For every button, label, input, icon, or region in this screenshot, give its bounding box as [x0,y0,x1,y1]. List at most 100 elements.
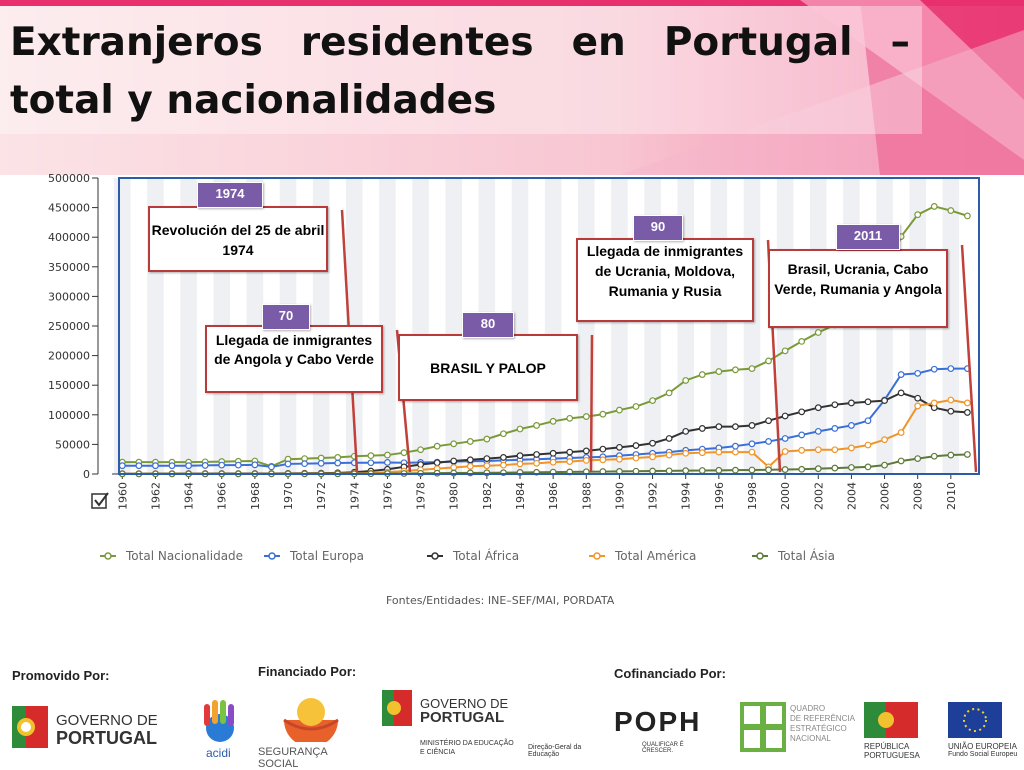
data-point [632,442,640,449]
data-point [599,445,607,453]
data-point [848,444,855,452]
data-point [930,452,938,460]
x-tick-label: 1968 [249,482,262,510]
data-point [649,397,656,404]
x-tick-label: 1976 [381,482,394,510]
legend-item[interactable]: Total Ásia [752,548,835,563]
data-point [748,466,756,474]
data-point [864,398,872,406]
data-point [682,467,690,475]
legend-marker [268,552,276,560]
data-point [897,429,905,436]
data-point [964,399,971,407]
x-tick-label: 2004 [845,482,858,510]
legend-item[interactable]: Total Europa [264,549,364,563]
data-point [715,368,723,375]
x-tick-label: 1990 [613,482,626,510]
data-point [765,466,772,474]
checkbox-icon[interactable] [91,492,109,509]
x-tick-label: 1978 [415,482,428,510]
data-point [831,464,839,472]
slide-title: Extranjeros residentes en Portugal – tot… [10,20,910,123]
marker-line-2011 [960,244,978,473]
qren-line1: QUADRO [790,704,826,713]
data-point [566,458,574,465]
data-point [218,461,226,469]
data-point [616,443,623,451]
data-point [665,451,673,459]
qren-line3: ESTRATÉGICO [790,724,847,733]
y-tick-label: 500000 [48,172,90,185]
x-tick-label: 1964 [183,482,196,510]
acidi-text: acidi [206,746,231,760]
data-point [400,449,408,457]
data-point [168,462,176,470]
data-point [781,466,789,473]
data-point [466,438,474,445]
annotation-70-tag: 70 [262,304,310,330]
y-axis-ticks: 0 50000 100000 150000 200000 250000 300000 3500… [48,172,99,481]
annotation-80: BRASIL Y PALOP [398,334,578,401]
x-tick-label: 2000 [779,482,792,510]
data-point [715,448,723,456]
data-point [748,448,756,456]
poph-sub: QUALIFICAR É CRESCER. [642,742,684,754]
data-point [848,422,855,429]
data-point [632,454,640,462]
legend-label: Total África [452,548,519,563]
hand-icon [204,700,234,742]
data-point [516,460,524,468]
qren-line2: DE REFERÊNCIA [790,714,855,723]
data-point [914,394,922,402]
data-point [549,458,557,466]
data-point [798,337,806,345]
marker-line-80 [589,334,594,473]
data-point [135,462,143,470]
data-point [781,448,789,455]
data-point [367,452,375,460]
legend-label: Total Europa [289,549,364,563]
annotation-90: Llegada de inmigrantes de Ucrania, Moldo… [576,238,754,322]
data-point [881,397,888,404]
data-point [914,402,922,410]
data-point [301,460,308,468]
data-point [715,466,723,474]
data-point [848,464,855,471]
data-point [914,211,922,219]
data-point [814,446,822,454]
x-tick-label: 1996 [713,482,726,510]
poph-text: POPH [614,706,702,737]
data-point [732,448,739,456]
legend-item[interactable]: Total Nacionalidade [100,549,243,563]
data-point [748,440,756,448]
data-point [715,423,723,431]
y-tick-label: 300000 [48,290,90,303]
data-point [864,417,872,425]
data-point [947,365,955,373]
data-point [334,454,342,461]
x-tick-label: 2008 [912,482,925,510]
data-point [599,456,607,464]
qren-icon [740,702,786,752]
gov-educacao-sub1: MINISTÉRIO DA EDUCAÇÃO [420,740,514,747]
data-point [234,461,242,469]
data-point [367,459,375,467]
data-point [268,463,275,471]
legend-item[interactable]: Total América [589,549,696,563]
grid-band [544,178,562,474]
promovido-label: Promovido Por: [12,668,110,683]
gov-educacao-line1: GOVERNO DE [420,696,509,711]
data-point [201,462,209,469]
x-tick-label: 1984 [514,482,527,510]
data-point [632,403,640,410]
data-point [765,357,772,365]
data-point [897,457,905,465]
gov-educacao-sub3: Direção-Geral da Educação [528,744,582,758]
republica-line2: PORTUGUESA [864,751,920,760]
data-point [682,377,690,384]
data-point [582,447,590,455]
data-point [483,462,491,470]
grid-band [379,178,396,474]
legend-item[interactable]: Total África [427,548,519,563]
chart-source: Fontes/Entidades: INE–SEF/MAI, PORDATA [386,594,615,607]
